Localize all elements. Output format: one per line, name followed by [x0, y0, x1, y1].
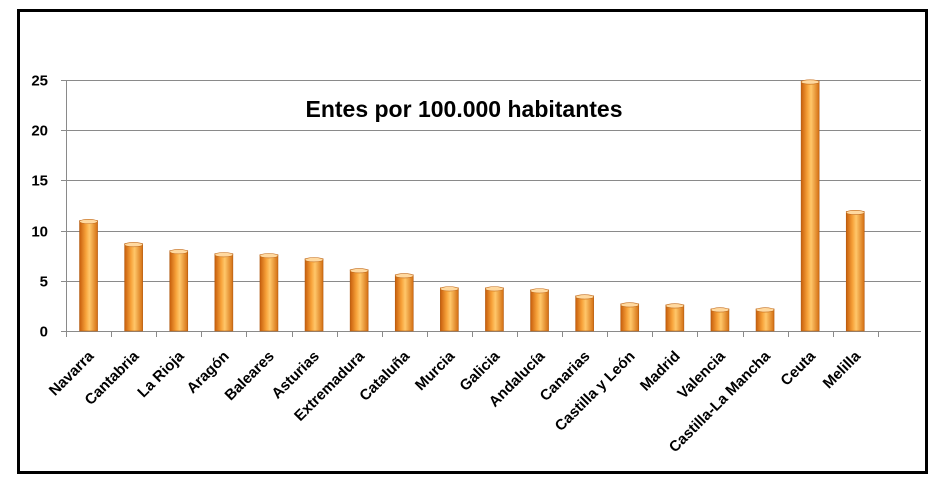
bars — [79, 79, 865, 332]
bar-7 — [349, 269, 369, 332]
bar-13 — [620, 303, 640, 332]
bar-cap — [214, 252, 234, 258]
bar-cap — [620, 302, 640, 308]
y-tick-label: 15 — [31, 173, 48, 190]
bar-cap — [79, 219, 98, 225]
bar-10 — [485, 287, 504, 332]
bar-cap — [440, 286, 459, 292]
bar-cap — [665, 303, 685, 309]
bar-cap — [124, 242, 143, 248]
y-tick-label: 25 — [31, 73, 48, 90]
y-tick-label: 20 — [31, 123, 48, 140]
bar-cap — [169, 249, 189, 255]
y-tick-label: 10 — [31, 224, 48, 241]
x-tick-label: Melilla — [820, 347, 865, 392]
bar-cap — [575, 294, 594, 300]
x-tick-label: Cataluña — [356, 347, 413, 404]
x-tick-label: Castilla y León — [552, 348, 639, 435]
bar-18 — [845, 211, 865, 332]
bar-cap — [485, 286, 504, 292]
x-tick-label: Murcia — [412, 347, 459, 394]
axes — [61, 80, 921, 337]
bar-cap — [304, 257, 324, 263]
bar-6 — [304, 258, 324, 332]
bar-17 — [800, 80, 820, 332]
bar-cap — [845, 210, 865, 216]
y-tick-label: 5 — [40, 274, 48, 291]
bar-cap — [349, 268, 369, 274]
bar-8 — [394, 274, 414, 332]
chart-title: Entes por 100.000 habitantes — [305, 96, 622, 122]
bar-3 — [169, 250, 189, 332]
bar-cap — [755, 307, 775, 313]
bar-14 — [665, 304, 685, 332]
x-tick-label: Ceuta — [777, 347, 819, 389]
bar-12 — [575, 295, 594, 332]
bar-4 — [214, 253, 234, 332]
gridlines — [66, 80, 921, 282]
bar-9 — [440, 287, 459, 332]
bar-11 — [530, 289, 549, 332]
chart-frame: 0 5 10 15 20 25 Navarra Cantabria La Rioja Aragó… — [17, 9, 928, 474]
bar-5 — [259, 254, 279, 332]
bar-cap — [259, 253, 279, 259]
x-tick-label: Baleares — [222, 348, 278, 404]
y-tick-labels: 0 5 10 15 20 25 — [31, 73, 48, 341]
bar-cap — [530, 288, 549, 294]
bar-2 — [124, 243, 143, 332]
bar-cap — [394, 273, 414, 279]
x-tick-label: La Rioja — [134, 347, 188, 401]
y-tick-label: 0 — [40, 324, 48, 341]
bar-1 — [79, 220, 98, 332]
bar-cap — [710, 307, 730, 313]
bar-cap — [800, 79, 820, 85]
